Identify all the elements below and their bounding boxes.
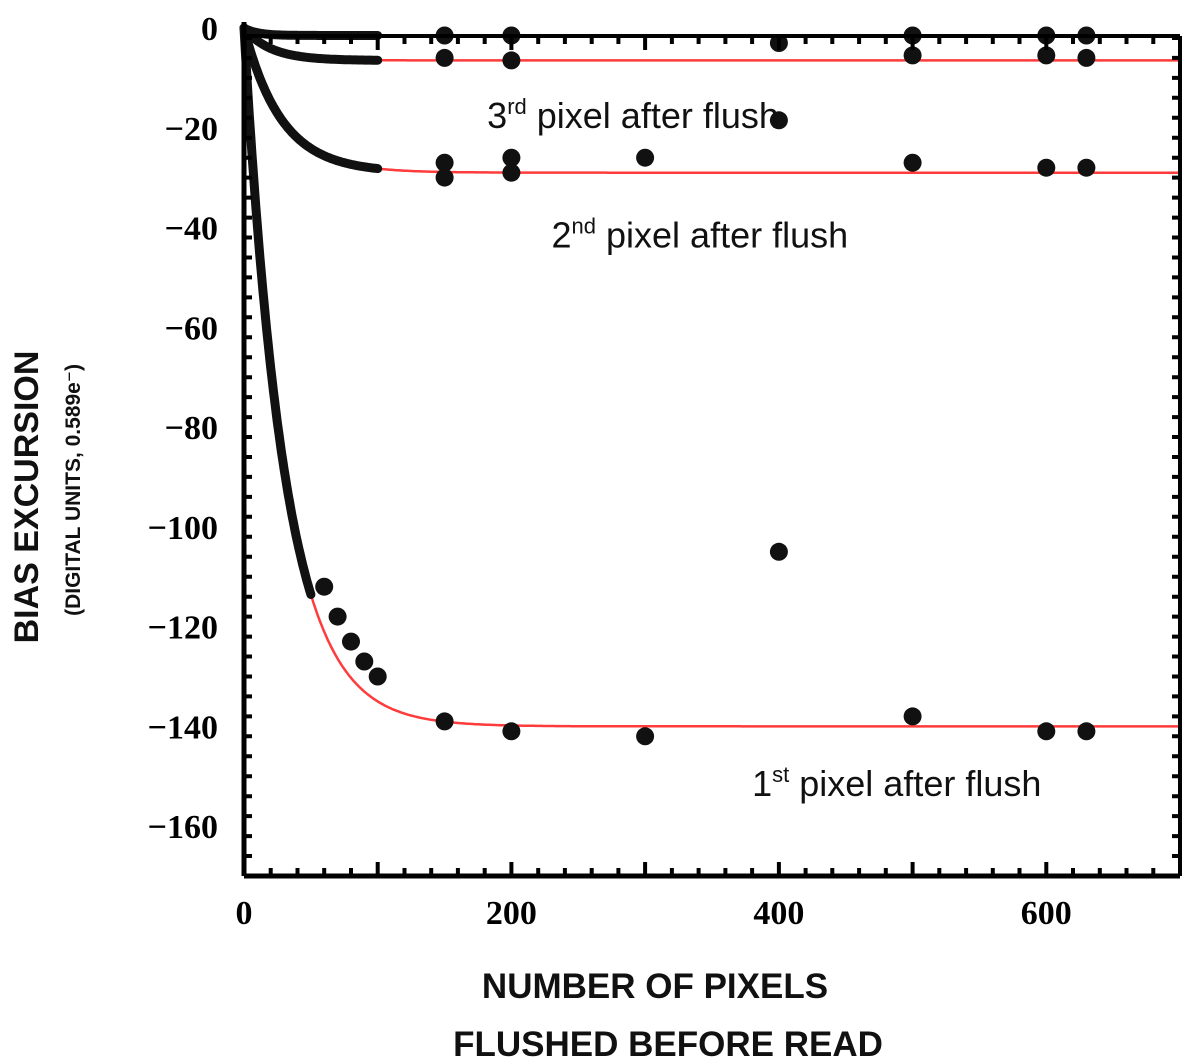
series-3-point-2 bbox=[502, 51, 521, 70]
x-axis-title-line-1: NUMBER OF PIXELS bbox=[482, 967, 828, 1006]
x-tick-label-3: 400 bbox=[753, 895, 804, 932]
x-tick-label-4: 600 bbox=[1021, 895, 1072, 932]
y-tick-label-1: 0 bbox=[201, 11, 218, 48]
series-1-point-1 bbox=[315, 577, 334, 596]
y-tick-label-3: −40 bbox=[165, 211, 218, 248]
data-points bbox=[239, 23, 1096, 746]
series-2-point-3 bbox=[502, 148, 521, 167]
tick-labels: 0 200 400 600 0 −20 −40 −60 −80 −100 −120 −140 −160 bbox=[148, 11, 1072, 932]
series-2-dense-points bbox=[239, 23, 383, 174]
series-3-point-4 bbox=[903, 46, 922, 65]
series-3-point-1 bbox=[435, 48, 454, 67]
y-tick-label-9: −160 bbox=[148, 809, 218, 846]
y-axis-subtitle: (DIGITAL UNITS, 0.589e⁻) bbox=[62, 364, 85, 616]
annotations: 3rd pixel after flush 2nd pixel after flu… bbox=[487, 94, 1041, 804]
series-3-point-3 bbox=[769, 111, 788, 130]
series-2-point-2 bbox=[435, 168, 454, 187]
series-2-point-7 bbox=[1037, 158, 1056, 177]
series-1-point-7 bbox=[502, 722, 521, 741]
axis-ticks bbox=[242, 36, 1182, 878]
x-tick-label-2: 200 bbox=[486, 895, 537, 932]
annotation-2: 2nd pixel after flush bbox=[552, 214, 849, 256]
series-3-dense-points bbox=[239, 23, 383, 65]
y-tick-label-6: −100 bbox=[148, 510, 218, 547]
series-1-point-12 bbox=[1077, 722, 1096, 741]
series-1-point-8 bbox=[636, 727, 655, 746]
x-tick-label-1: 0 bbox=[236, 895, 253, 932]
series-1-point-3 bbox=[342, 632, 360, 651]
series-1-point-5 bbox=[368, 667, 387, 686]
series-3-point-5 bbox=[1037, 46, 1056, 65]
series-2-point-6 bbox=[903, 153, 922, 172]
series-1-point-9 bbox=[769, 542, 788, 561]
y-tick-label-5: −80 bbox=[165, 410, 218, 447]
series-1-dense-points bbox=[239, 23, 316, 599]
series-1-point-10 bbox=[903, 707, 922, 726]
series-1-point-4 bbox=[355, 652, 374, 671]
series-3-fit-curve bbox=[243, 27, 1180, 62]
y-tick-label-2: −20 bbox=[165, 111, 218, 148]
series-1-point-11 bbox=[1037, 722, 1056, 741]
series-2-fit-curve bbox=[242, 27, 1180, 174]
series-1-fit-curve bbox=[242, 27, 1180, 728]
x-axis-title-line-2: FLUSHED BEFORE READ bbox=[453, 1025, 883, 1064]
annotation-3: 1st pixel after flush bbox=[752, 762, 1041, 804]
y-axis-title: BIAS EXCURSION bbox=[8, 351, 46, 644]
series-1-point-2 bbox=[328, 607, 347, 626]
series-2-point-4 bbox=[502, 163, 521, 182]
y-tick-label-8: −140 bbox=[148, 709, 218, 746]
series-2-point-1 bbox=[435, 153, 454, 172]
series-1-point-6 bbox=[435, 712, 454, 731]
series-2-point-8 bbox=[1077, 158, 1096, 177]
annotation-1: 3rd pixel after flush bbox=[487, 94, 779, 136]
axes bbox=[241, 22, 1182, 879]
series-3-point-6 bbox=[1077, 48, 1096, 67]
y-tick-label-4: −60 bbox=[165, 310, 218, 347]
series-2-point-5 bbox=[636, 148, 655, 167]
y-tick-label-7: −120 bbox=[148, 610, 218, 647]
